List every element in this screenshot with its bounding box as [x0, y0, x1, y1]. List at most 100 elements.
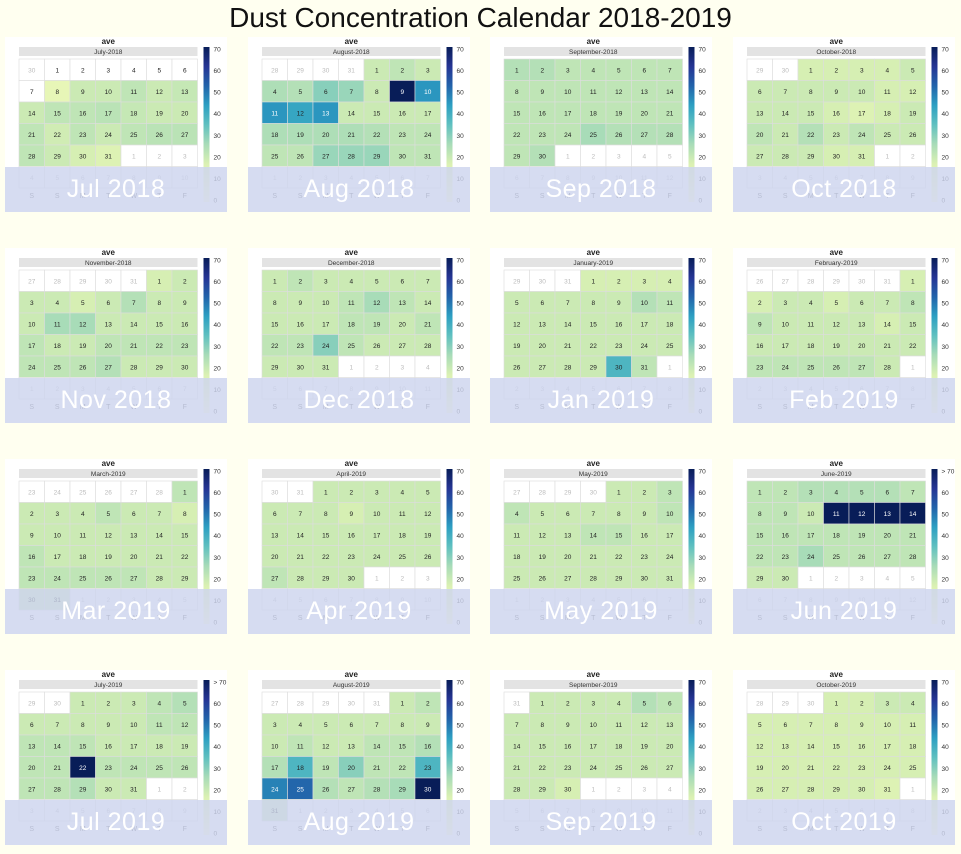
- colorbar-tick-label: 50: [457, 301, 465, 308]
- day-number: 29: [513, 153, 521, 160]
- day-number: 14: [590, 532, 598, 539]
- day-number: 8: [273, 300, 277, 307]
- day-number: 23: [858, 765, 866, 772]
- day-number: 29: [156, 364, 164, 371]
- month-label-band: [733, 800, 955, 845]
- calendar-panel: ave December-2018 1 2 3 4 5 6 7 8 9 10 11 12 13 14 15 16 1…: [248, 248, 470, 423]
- day-number: 4: [349, 278, 353, 285]
- day-number: 1: [324, 489, 328, 496]
- colorbar: [203, 47, 210, 202]
- day-number: 16: [641, 532, 649, 539]
- day-number: 2: [617, 278, 621, 285]
- colorbar: [931, 47, 938, 202]
- month-title-bar: [262, 469, 441, 478]
- colorbar-label: ave: [830, 37, 844, 46]
- day-number: 17: [807, 532, 815, 539]
- day-number: 10: [373, 511, 381, 518]
- day-number: 5: [617, 67, 621, 74]
- colorbar-tick-label: 50: [942, 90, 950, 97]
- day-number: 12: [513, 321, 521, 328]
- colorbar-tick-label: 40: [457, 533, 465, 540]
- day-number: 27: [513, 489, 521, 496]
- day-number: 20: [28, 765, 36, 772]
- day-number: 23: [297, 343, 305, 350]
- day-number: 16: [181, 321, 189, 328]
- day-number: 14: [28, 110, 36, 117]
- day-number: 1: [566, 153, 570, 160]
- calendar-panel: ave November-2018 27 28 29 30 31 1 2 3 4 5 6 7 8 9 10 11 1…: [5, 248, 227, 423]
- day-number: 12: [424, 511, 432, 518]
- day-number: 30: [348, 700, 356, 707]
- day-number: 19: [105, 554, 113, 561]
- day-number: 5: [81, 300, 85, 307]
- day-number: 10: [271, 743, 279, 750]
- day-number: 26: [322, 786, 330, 793]
- day-number: 19: [424, 532, 432, 539]
- colorbar-tick-label: 70: [457, 47, 465, 54]
- colorbar-tick-label: 40: [699, 744, 707, 751]
- day-number: 3: [617, 153, 621, 160]
- day-number: 2: [157, 153, 161, 160]
- day-number: 4: [668, 786, 672, 793]
- day-number: 27: [271, 575, 279, 582]
- day-number: 21: [909, 532, 917, 539]
- day-number: 12: [539, 532, 547, 539]
- colorbar-tick-label: 60: [457, 490, 465, 497]
- day-number: 1: [515, 67, 519, 74]
- day-number: 7: [157, 511, 161, 518]
- colorbar: [203, 258, 210, 413]
- day-number: 14: [782, 110, 790, 117]
- day-number: 8: [591, 300, 595, 307]
- day-number: 6: [566, 511, 570, 518]
- day-number: 11: [807, 321, 814, 328]
- day-number: 27: [782, 278, 790, 285]
- day-number: 31: [348, 67, 356, 74]
- day-number: 2: [642, 489, 646, 496]
- day-number: 1: [157, 786, 161, 793]
- day-number: 26: [909, 132, 917, 139]
- day-number: 14: [513, 743, 521, 750]
- day-number: 10: [641, 300, 649, 307]
- day-number: 8: [55, 89, 59, 96]
- colorbar: [688, 469, 695, 624]
- month-title: August-2018: [333, 49, 370, 56]
- day-number: 9: [860, 722, 864, 729]
- day-number: 4: [81, 511, 85, 518]
- day-number: 23: [539, 132, 547, 139]
- calendar-panel: ave July-2019 29 30 1 2 3 4 5 6 7 8 9 10 11 12 13 14 15 16 1…: [5, 670, 227, 845]
- day-number: 30: [858, 278, 866, 285]
- day-number: 26: [513, 364, 521, 371]
- day-number: 24: [28, 364, 36, 371]
- day-number: 23: [105, 765, 113, 772]
- colorbar: [931, 469, 938, 624]
- day-number: 6: [860, 300, 864, 307]
- day-number: 31: [666, 575, 674, 582]
- day-number: 5: [758, 722, 762, 729]
- day-number: 18: [348, 321, 356, 328]
- day-number: 9: [834, 89, 838, 96]
- day-number: 10: [858, 89, 866, 96]
- colorbar-tick-label: 60: [457, 279, 465, 286]
- day-number: 9: [540, 89, 544, 96]
- day-number: 12: [858, 511, 866, 518]
- day-number: 13: [28, 743, 36, 750]
- day-number: 6: [540, 300, 544, 307]
- day-number: 31: [424, 153, 432, 160]
- day-number: 8: [157, 300, 161, 307]
- day-number: 24: [884, 765, 892, 772]
- day-number: 2: [183, 786, 187, 793]
- month-title: October-2018: [816, 49, 856, 56]
- calendar-panel: ave August-2018 28 29 30 31 1 2 3 4 5 6 7 8 9 10 11 12 13 1…: [248, 37, 470, 212]
- month-label: Jul 2018: [66, 175, 166, 203]
- day-number: 1: [540, 700, 544, 707]
- day-number: 22: [322, 554, 330, 561]
- day-number: 21: [348, 132, 356, 139]
- colorbar-label: ave: [102, 248, 116, 257]
- day-number: 30: [564, 786, 572, 793]
- day-number: 11: [130, 89, 137, 96]
- colorbar-tick-label: 50: [214, 90, 222, 97]
- day-number: 20: [858, 343, 866, 350]
- month-label: May 2019: [544, 597, 658, 625]
- day-number: 20: [666, 743, 674, 750]
